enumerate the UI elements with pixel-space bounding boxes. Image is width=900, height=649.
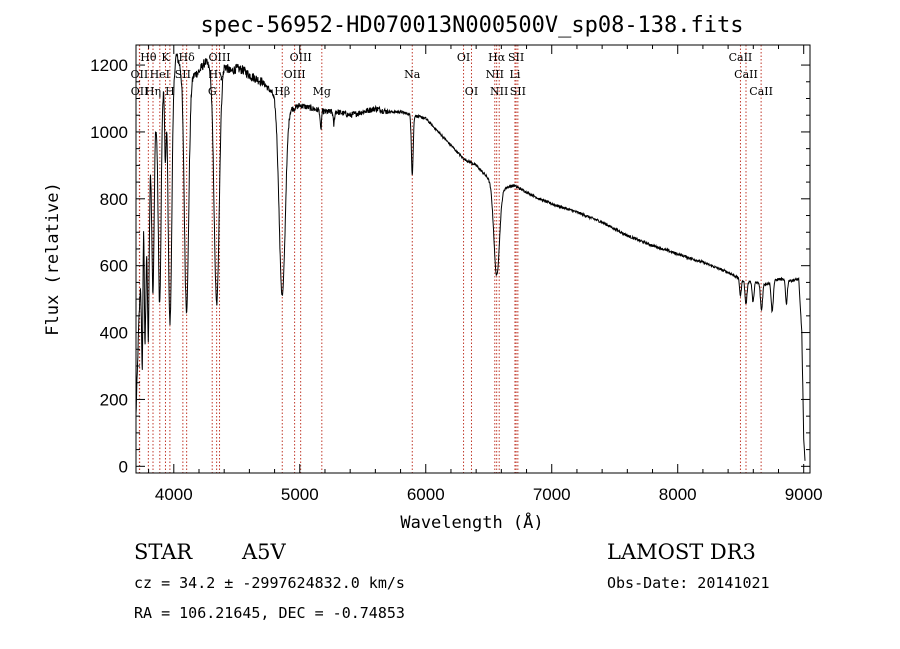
line-marker-label: Hθ <box>140 51 157 64</box>
y-tick-label: 400 <box>100 324 128 343</box>
line-marker-label: Li <box>510 68 521 81</box>
line-marker-label: SII <box>510 85 526 98</box>
line-marker-label: OII <box>131 85 149 98</box>
spectrum-line <box>135 53 806 461</box>
line-marker-label: Na <box>404 68 421 81</box>
x-tick-label: 5000 <box>281 485 319 504</box>
line-marker-label: Mg <box>313 85 331 98</box>
line-marker-label: CaII <box>729 51 753 64</box>
object-subclass: A5V <box>242 540 286 564</box>
plot-frame <box>135 44 811 474</box>
redshift-readout: cz = 34.2 ± -2997624832.0 km/s <box>134 574 405 592</box>
survey-name: LAMOST DR3 <box>607 540 756 564</box>
line-marker-label: G <box>208 85 217 98</box>
line-marker-label: OI <box>457 51 470 64</box>
axis-ticks: 4000 5000 6000 7000 8000 9000 0 200 400 600 800 100… <box>90 45 823 504</box>
line-marker-label: NII <box>486 68 504 81</box>
line-marker-label: SII <box>508 51 524 64</box>
line-marker-label: OIII <box>208 51 230 64</box>
x-tick-label: 6000 <box>407 485 445 504</box>
line-marker-label: Hη <box>145 85 161 98</box>
line-marker-label: HeI <box>150 68 170 81</box>
line-marker-label: K <box>161 51 170 64</box>
x-tick-label: 8000 <box>659 485 697 504</box>
x-tick-label: 4000 <box>155 485 193 504</box>
y-tick-label: 800 <box>100 190 128 209</box>
line-marker-label: CaII <box>749 85 773 98</box>
x-axis-label: Wavelength (Å) <box>400 511 543 533</box>
line-marker-label: Hδ <box>179 51 196 64</box>
line-marker-label: OIII <box>290 51 312 64</box>
line-marker-label: H <box>165 85 175 98</box>
line-markers <box>138 45 762 473</box>
line-marker-label: OI <box>465 85 478 98</box>
line-marker-label: Hβ <box>274 85 290 98</box>
line-marker-label: OIII <box>284 68 306 81</box>
object-class: STAR <box>134 540 193 564</box>
line-marker-label: Hα <box>488 51 506 64</box>
line-marker-label: SII <box>175 68 191 81</box>
y-tick-label: 200 <box>100 390 128 409</box>
line-marker-label: CaII <box>734 68 758 81</box>
chart-title: spec-56952-HD070013N000500V_sp08-138.fit… <box>200 13 743 38</box>
y-tick-label: 1200 <box>90 56 128 75</box>
y-tick-label: 600 <box>100 257 128 276</box>
line-marker-label: NII <box>490 85 508 98</box>
y-tick-label: 1000 <box>90 123 128 142</box>
y-axis-label: Flux (relative) <box>43 182 63 336</box>
x-tick-label: 7000 <box>533 485 571 504</box>
obs-date: Obs-Date: 20141021 <box>607 574 770 592</box>
coordinates: RA = 106.21645, DEC = -0.74853 <box>134 604 405 622</box>
line-marker-label: OII <box>131 68 149 81</box>
x-tick-label: 9000 <box>785 485 823 504</box>
y-tick-label: 0 <box>119 457 128 476</box>
line-marker-label: Hγ <box>209 68 226 81</box>
